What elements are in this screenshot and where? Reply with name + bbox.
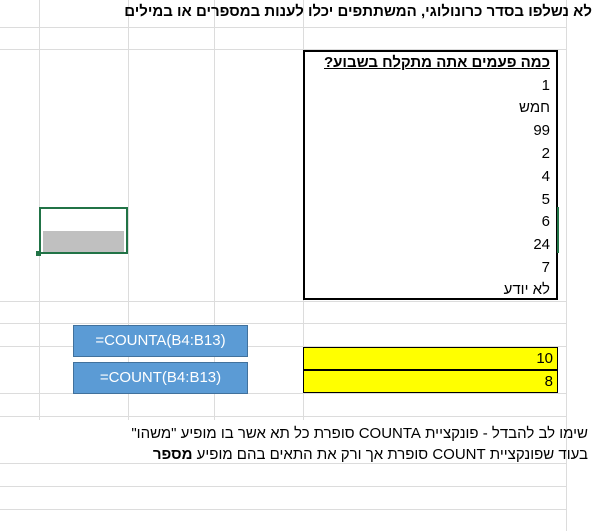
page-title: לא נשלפו בסדר כרונולוגי, המשתתפים יכלו ל… <box>124 3 592 20</box>
col-line <box>128 0 129 420</box>
col-line <box>566 0 567 531</box>
row-line <box>0 393 566 394</box>
row-line <box>0 49 566 50</box>
row-line <box>0 27 566 28</box>
selected-range-fill <box>43 231 124 252</box>
row-line <box>0 486 566 487</box>
table-cell[interactable]: 5 <box>541 191 550 208</box>
fill-handle[interactable] <box>36 251 41 256</box>
row-line <box>0 346 566 347</box>
row-line <box>0 509 566 510</box>
row-line <box>0 463 566 464</box>
note-line-2-bold: מספר <box>152 446 193 463</box>
row-marker <box>557 207 559 229</box>
survey-table: כמה פעמים אתה מתקלח בשבוע? 1 חמש 99 2 4 … <box>303 50 558 300</box>
table-cell[interactable]: חמש <box>519 99 550 116</box>
row-line <box>0 301 566 302</box>
table-header[interactable]: כמה פעמים אתה מתקלח בשבוע? <box>324 54 550 71</box>
row-marker <box>557 229 559 253</box>
table-cell[interactable]: 1 <box>541 77 550 94</box>
selected-cell[interactable] <box>39 207 128 254</box>
table-cell[interactable]: 7 <box>541 259 550 276</box>
note-line-1: שימו לב להבדל - פונקציית COUNTA סופרת כל… <box>131 425 588 442</box>
row-line <box>0 416 566 417</box>
counta-result[interactable]: 10 <box>303 347 558 370</box>
table-cell[interactable]: לא יודע <box>503 281 550 298</box>
count-formula-box[interactable]: =COUNT(B4:B13) <box>73 362 248 394</box>
note-line-2: בעוד שפונקציית COUNT סופרת אך ורק את התא… <box>8 445 588 465</box>
table-cell[interactable]: 2 <box>541 145 550 162</box>
note-line-2-text: בעוד שפונקציית COUNT סופרת אך ורק את התא… <box>192 446 588 463</box>
counta-formula-box[interactable]: =COUNTA(B4:B13) <box>73 325 248 357</box>
table-cell[interactable]: 24 <box>533 236 550 253</box>
table-cell[interactable]: 99 <box>533 122 550 139</box>
table-cell[interactable]: 6 <box>541 213 550 230</box>
col-line <box>214 0 215 420</box>
count-result[interactable]: 8 <box>303 370 558 393</box>
table-cell[interactable]: 4 <box>541 168 550 185</box>
row-line <box>0 323 566 324</box>
